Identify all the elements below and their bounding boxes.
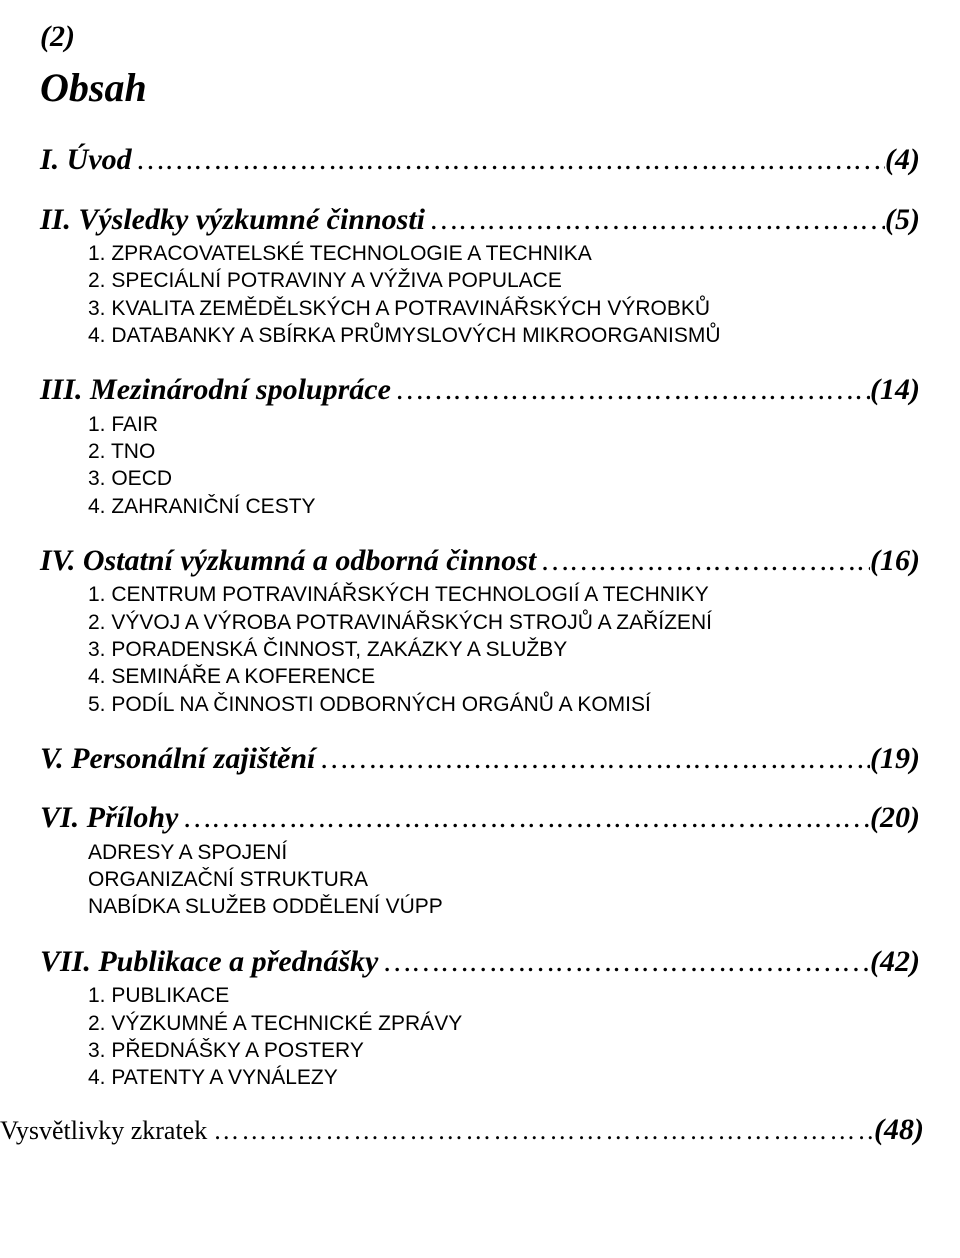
- page-number-top: (2): [40, 20, 920, 54]
- section-heading-label: II. Výsledky výzkumné činnosti: [40, 201, 425, 239]
- toc-section: I. Úvod…………………………………………………………………………………………: [40, 141, 920, 179]
- section-subitem: 4. DATABANKY A SBÍRKA PRŮMYSLOVÝCH MIKRO…: [88, 322, 920, 349]
- section-subitem: ADRESY A SPOJENÍ: [88, 839, 920, 866]
- toc-section: II. Výsledky výzkumné činnosti……………………………: [40, 201, 920, 350]
- section-subitem: 3. PORADENSKÁ ČINNOST, ZAKÁZKY A SLUŽBY: [88, 636, 920, 663]
- section-subitem: 1. ZPRACOVATELSKÉ TECHNOLOGIE A TECHNIKA: [88, 240, 920, 267]
- section-subitem: 5. PODÍL NA ČINNOSTI ODBORNÝCH ORGÁNŮ A …: [88, 691, 920, 718]
- document-title: Obsah: [40, 64, 920, 111]
- section-heading-leader: ……………………………………………………………………………………………………………: [536, 542, 870, 580]
- section-subitem: 2. VÝVOJ A VÝROBA POTRAVINÁŘSKÝCH STROJŮ…: [88, 609, 920, 636]
- section-heading-label: VII. Publikace a přednášky: [40, 943, 378, 981]
- section-heading-leader: ……………………………………………………………………………………………………………: [378, 943, 870, 981]
- section-subitem: 2. SPECIÁLNÍ POTRAVINY A VÝŽIVA POPULACE: [88, 267, 920, 294]
- section-heading-page: (14): [870, 371, 920, 409]
- section-heading-label: I. Úvod: [40, 141, 132, 179]
- footer-row: Vysvětlivky zkratek ………………………………………………………: [0, 1113, 924, 1147]
- section-heading: VII. Publikace a přednášky………………………………………: [40, 943, 920, 981]
- section-heading-label: IV. Ostatní výzkumná a odborná činnost: [40, 542, 536, 580]
- section-sublist: 1. PUBLIKACE2. VÝZKUMNÉ A TECHNICKÉ ZPRÁ…: [40, 982, 920, 1091]
- section-heading-page: (19): [870, 740, 920, 778]
- section-subitem: NABÍDKA SLUŽEB ODDĚLENÍ VÚPP: [88, 893, 920, 920]
- section-subitem: 2. TNO: [88, 438, 920, 465]
- section-heading: III. Mezinárodní spolupráce……………………………………: [40, 371, 920, 409]
- section-heading-page: (16): [870, 542, 920, 580]
- section-heading-page: (42): [870, 943, 920, 981]
- section-heading-leader: ……………………………………………………………………………………………………………: [425, 201, 885, 239]
- section-subitem: 3. OECD: [88, 465, 920, 492]
- footer-label: Vysvětlivky zkratek: [0, 1116, 207, 1146]
- section-heading-page: (5): [885, 201, 920, 239]
- section-heading-leader: ……………………………………………………………………………………………………………: [315, 740, 870, 778]
- toc-section: V. Personální zajištění………………………………………………: [40, 740, 920, 778]
- section-heading-page: (4): [885, 141, 920, 179]
- section-subitem: 1. FAIR: [88, 411, 920, 438]
- section-heading-leader: ……………………………………………………………………………………………………………: [132, 141, 885, 179]
- section-heading-label: V. Personální zajištění: [40, 740, 315, 778]
- toc-section: VII. Publikace a přednášky………………………………………: [40, 943, 920, 1092]
- section-heading-label: VI. Přílohy: [40, 799, 178, 837]
- section-subitem: 4. ZAHRANIČNÍ CESTY: [88, 493, 920, 520]
- section-heading-label: III. Mezinárodní spolupráce: [40, 371, 391, 409]
- section-sublist: 1. FAIR2. TNO3. OECD4. ZAHRANIČNÍ CESTY: [40, 411, 920, 520]
- footer-leader: ……………………………………………………………………………………………………………: [207, 1116, 874, 1146]
- section-heading-leader: ……………………………………………………………………………………………………………: [178, 799, 870, 837]
- toc-section: VI. Přílohy………………………………………………………………………………: [40, 799, 920, 920]
- section-heading-page: (20): [870, 799, 920, 837]
- section-subitem: 2. VÝZKUMNÉ A TECHNICKÉ ZPRÁVY: [88, 1010, 920, 1037]
- section-sublist: 1. CENTRUM POTRAVINÁŘSKÝCH TECHNOLOGIÍ A…: [40, 581, 920, 717]
- section-sublist: 1. ZPRACOVATELSKÉ TECHNOLOGIE A TECHNIKA…: [40, 240, 920, 349]
- footer-page: (48): [874, 1113, 924, 1147]
- toc-section: III. Mezinárodní spolupráce……………………………………: [40, 371, 920, 520]
- section-heading-leader: ……………………………………………………………………………………………………………: [391, 371, 870, 409]
- section-heading: I. Úvod…………………………………………………………………………………………: [40, 141, 920, 179]
- section-subitem: 3. PŘEDNÁŠKY A POSTERY: [88, 1037, 920, 1064]
- section-sublist: ADRESY A SPOJENÍORGANIZAČNÍ STRUKTURANAB…: [40, 839, 920, 921]
- section-subitem: 1. CENTRUM POTRAVINÁŘSKÝCH TECHNOLOGIÍ A…: [88, 581, 920, 608]
- toc-sections: I. Úvod…………………………………………………………………………………………: [40, 141, 920, 1091]
- section-subitem: 4. PATENTY A VYNÁLEZY: [88, 1064, 920, 1091]
- section-subitem: 1. PUBLIKACE: [88, 982, 920, 1009]
- section-heading: VI. Přílohy………………………………………………………………………………: [40, 799, 920, 837]
- section-heading: IV. Ostatní výzkumná a odborná činnost………: [40, 542, 920, 580]
- section-heading: V. Personální zajištění………………………………………………: [40, 740, 920, 778]
- section-subitem: 3. KVALITA ZEMĚDĚLSKÝCH A POTRAVINÁŘSKÝC…: [88, 295, 920, 322]
- section-subitem: 4. SEMINÁŘE A KOFERENCE: [88, 663, 920, 690]
- document-root: (2) Obsah I. Úvod………………………………………………………………: [40, 20, 920, 1147]
- section-subitem: ORGANIZAČNÍ STRUKTURA: [88, 866, 920, 893]
- toc-section: IV. Ostatní výzkumná a odborná činnost………: [40, 542, 920, 718]
- section-heading: II. Výsledky výzkumné činnosti……………………………: [40, 201, 920, 239]
